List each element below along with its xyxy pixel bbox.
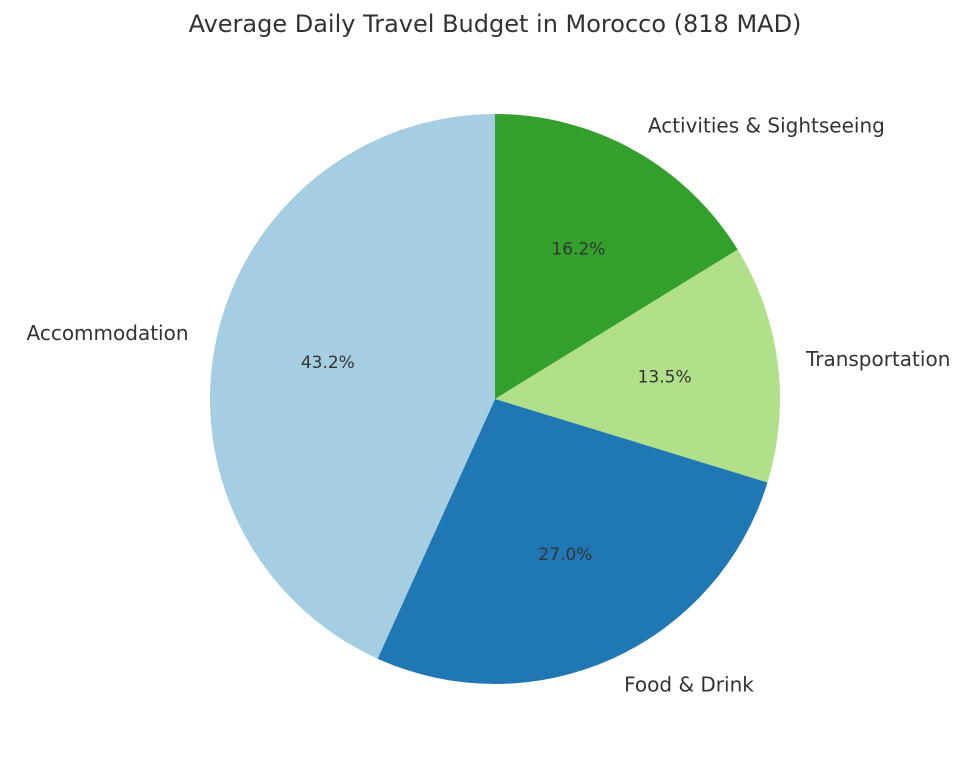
- slices-layer: [210, 114, 781, 684]
- pie-slice-transportation: [495, 249, 781, 483]
- pie-slice-accommodation: [210, 114, 495, 659]
- pct-label-food-and-drink: 27.0%: [538, 545, 592, 565]
- pct-label-transportation: 13.5%: [638, 367, 692, 387]
- pie-slice-food-and-drink: [377, 399, 768, 684]
- pie-slice-activities-and-sightseeing: [495, 114, 738, 399]
- slice-label-accommodation: Accommodation: [27, 321, 189, 345]
- chart-title: Average Daily Travel Budget in Morocco (…: [189, 10, 802, 38]
- slice-label-activities-and-sightseeing: Activities & Sightseeing: [648, 113, 885, 137]
- pct-label-accommodation: 43.2%: [301, 353, 355, 373]
- labels-layer: 16.2% Activities & Sightseeing 13.5% Transp…: [27, 113, 951, 696]
- slice-label-food-and-drink: Food & Drink: [624, 673, 754, 697]
- pct-label-activities-and-sightseeing: 16.2%: [551, 240, 605, 260]
- slice-label-transportation: Transportation: [805, 347, 950, 371]
